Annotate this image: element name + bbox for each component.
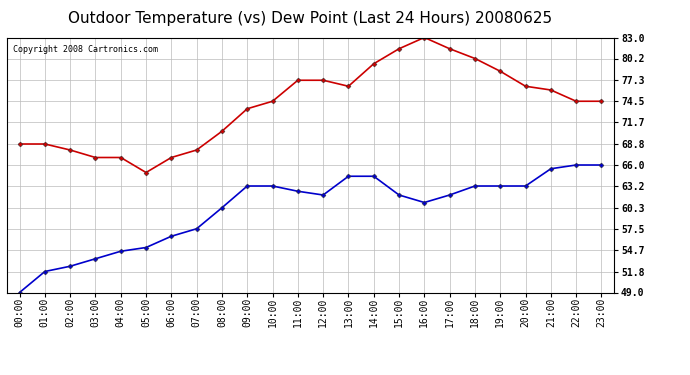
Text: Copyright 2008 Cartronics.com: Copyright 2008 Cartronics.com xyxy=(13,45,158,54)
Text: Outdoor Temperature (vs) Dew Point (Last 24 Hours) 20080625: Outdoor Temperature (vs) Dew Point (Last… xyxy=(68,11,553,26)
